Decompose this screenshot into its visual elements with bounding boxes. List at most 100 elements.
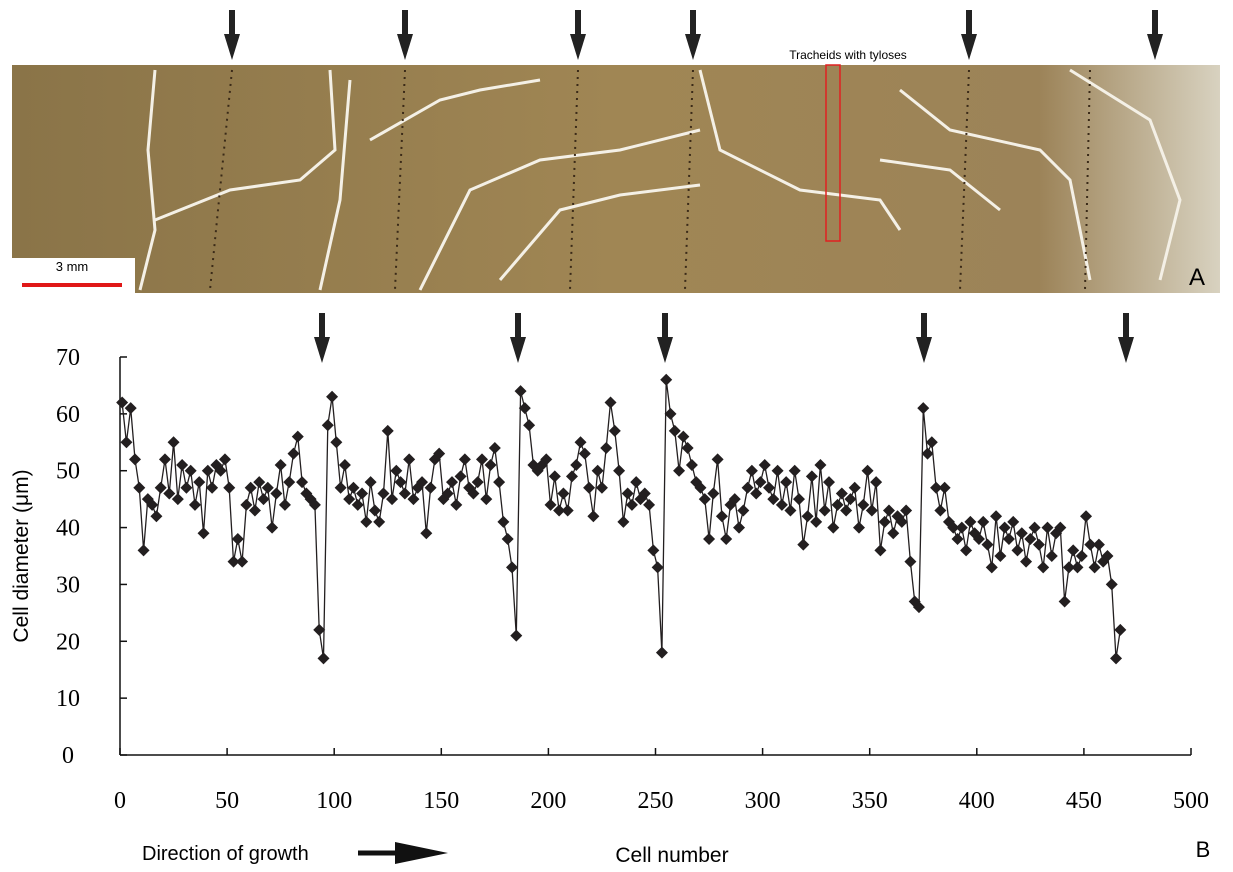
data-point — [471, 476, 484, 489]
data-point — [638, 487, 651, 500]
data-point — [848, 481, 861, 494]
data-point — [257, 493, 270, 506]
data-point — [655, 646, 668, 659]
growth-label: Direction of growth — [142, 843, 309, 865]
data-point — [278, 498, 291, 511]
data-point — [218, 453, 231, 466]
data-point — [651, 561, 664, 574]
data-point — [660, 373, 673, 386]
data-point — [403, 453, 416, 466]
data-point — [244, 481, 257, 494]
data-point — [398, 487, 411, 500]
arrow — [570, 10, 586, 60]
data-point — [171, 493, 184, 506]
data-point — [750, 487, 763, 500]
data-point — [407, 493, 420, 506]
data-point — [128, 453, 141, 466]
x-tick-label: 450 — [1066, 788, 1102, 814]
data-point — [711, 453, 724, 466]
y-tick-label: 60 — [56, 402, 80, 428]
data-point — [608, 424, 621, 437]
data-point — [283, 476, 296, 489]
x-tick-label: 250 — [638, 788, 674, 814]
data-point — [334, 481, 347, 494]
data-point — [484, 459, 497, 472]
data-point — [356, 487, 369, 500]
data-point — [510, 629, 523, 642]
data-point — [390, 464, 403, 477]
data-point — [861, 464, 874, 477]
y-tick-label: 30 — [56, 572, 80, 598]
arrow — [657, 313, 673, 363]
data-point — [201, 464, 214, 477]
data-point — [1020, 555, 1033, 568]
photo-panel: Tracheids with tyloses 3 mm A Direction … — [12, 10, 1220, 865]
x-tick-label: 350 — [852, 788, 888, 814]
tyloses-box — [825, 64, 841, 242]
data-point — [1092, 538, 1105, 551]
scale-box — [12, 258, 135, 293]
data-point — [475, 453, 488, 466]
data-point — [416, 476, 429, 489]
data-point — [904, 555, 917, 568]
data-point — [715, 510, 728, 523]
data-point — [964, 515, 977, 528]
data-point — [720, 532, 733, 545]
data-point — [882, 504, 895, 517]
data-point — [146, 498, 159, 511]
data-point — [677, 430, 690, 443]
data-point — [184, 464, 197, 477]
data-point — [120, 436, 133, 449]
data-point — [1002, 532, 1015, 545]
data-point — [758, 459, 771, 472]
data-point — [197, 527, 210, 540]
data-point — [1054, 521, 1067, 534]
data-point — [446, 476, 459, 489]
data-point — [394, 476, 407, 489]
data-point — [630, 476, 643, 489]
data-point — [497, 515, 510, 528]
data-point — [386, 493, 399, 506]
data-point — [1011, 544, 1024, 557]
data-point — [870, 476, 883, 489]
data-point — [1058, 595, 1071, 608]
data-point — [775, 498, 788, 511]
data-point — [1067, 544, 1080, 557]
y-tick-label: 0 — [62, 743, 74, 769]
data-point — [158, 453, 171, 466]
data-point — [206, 481, 219, 494]
arrow — [314, 313, 330, 363]
data-point — [240, 498, 253, 511]
y-tick-label: 50 — [56, 459, 80, 485]
data-point — [733, 521, 746, 534]
data-point — [433, 447, 446, 460]
data-point — [231, 532, 244, 545]
arrow — [224, 10, 240, 60]
x-tick-label: 400 — [959, 788, 995, 814]
cracks — [138, 68, 1182, 291]
data-point — [360, 515, 373, 528]
y-tick-label: 10 — [56, 686, 80, 712]
data-point — [1101, 550, 1114, 562]
data-point — [317, 652, 330, 665]
data-point — [698, 493, 711, 506]
panel-label: B — [1196, 837, 1211, 862]
data-point — [1037, 561, 1050, 574]
data-point — [574, 436, 587, 449]
data-point — [617, 515, 630, 528]
data-point — [514, 385, 527, 398]
data-point — [1105, 578, 1118, 591]
data-point — [1007, 515, 1020, 528]
data-point — [745, 464, 758, 477]
data-point — [1024, 532, 1037, 545]
data-point — [1075, 550, 1088, 562]
data-point — [236, 555, 249, 568]
data-point — [664, 407, 677, 420]
data-point — [788, 464, 801, 477]
data-point — [810, 515, 823, 528]
growth-ring-lines — [209, 69, 1091, 291]
data-point — [338, 459, 351, 472]
arrow — [916, 313, 932, 363]
data-point — [930, 481, 943, 494]
data-point — [840, 504, 853, 517]
